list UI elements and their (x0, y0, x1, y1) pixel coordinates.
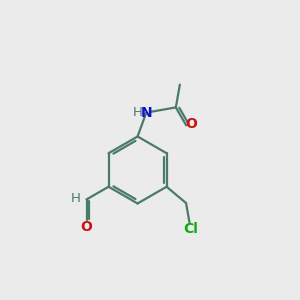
Text: O: O (81, 220, 92, 234)
Text: Cl: Cl (183, 222, 198, 236)
Text: O: O (185, 117, 197, 131)
Text: H: H (133, 106, 142, 119)
Text: H: H (71, 192, 81, 205)
Text: N: N (140, 106, 152, 120)
